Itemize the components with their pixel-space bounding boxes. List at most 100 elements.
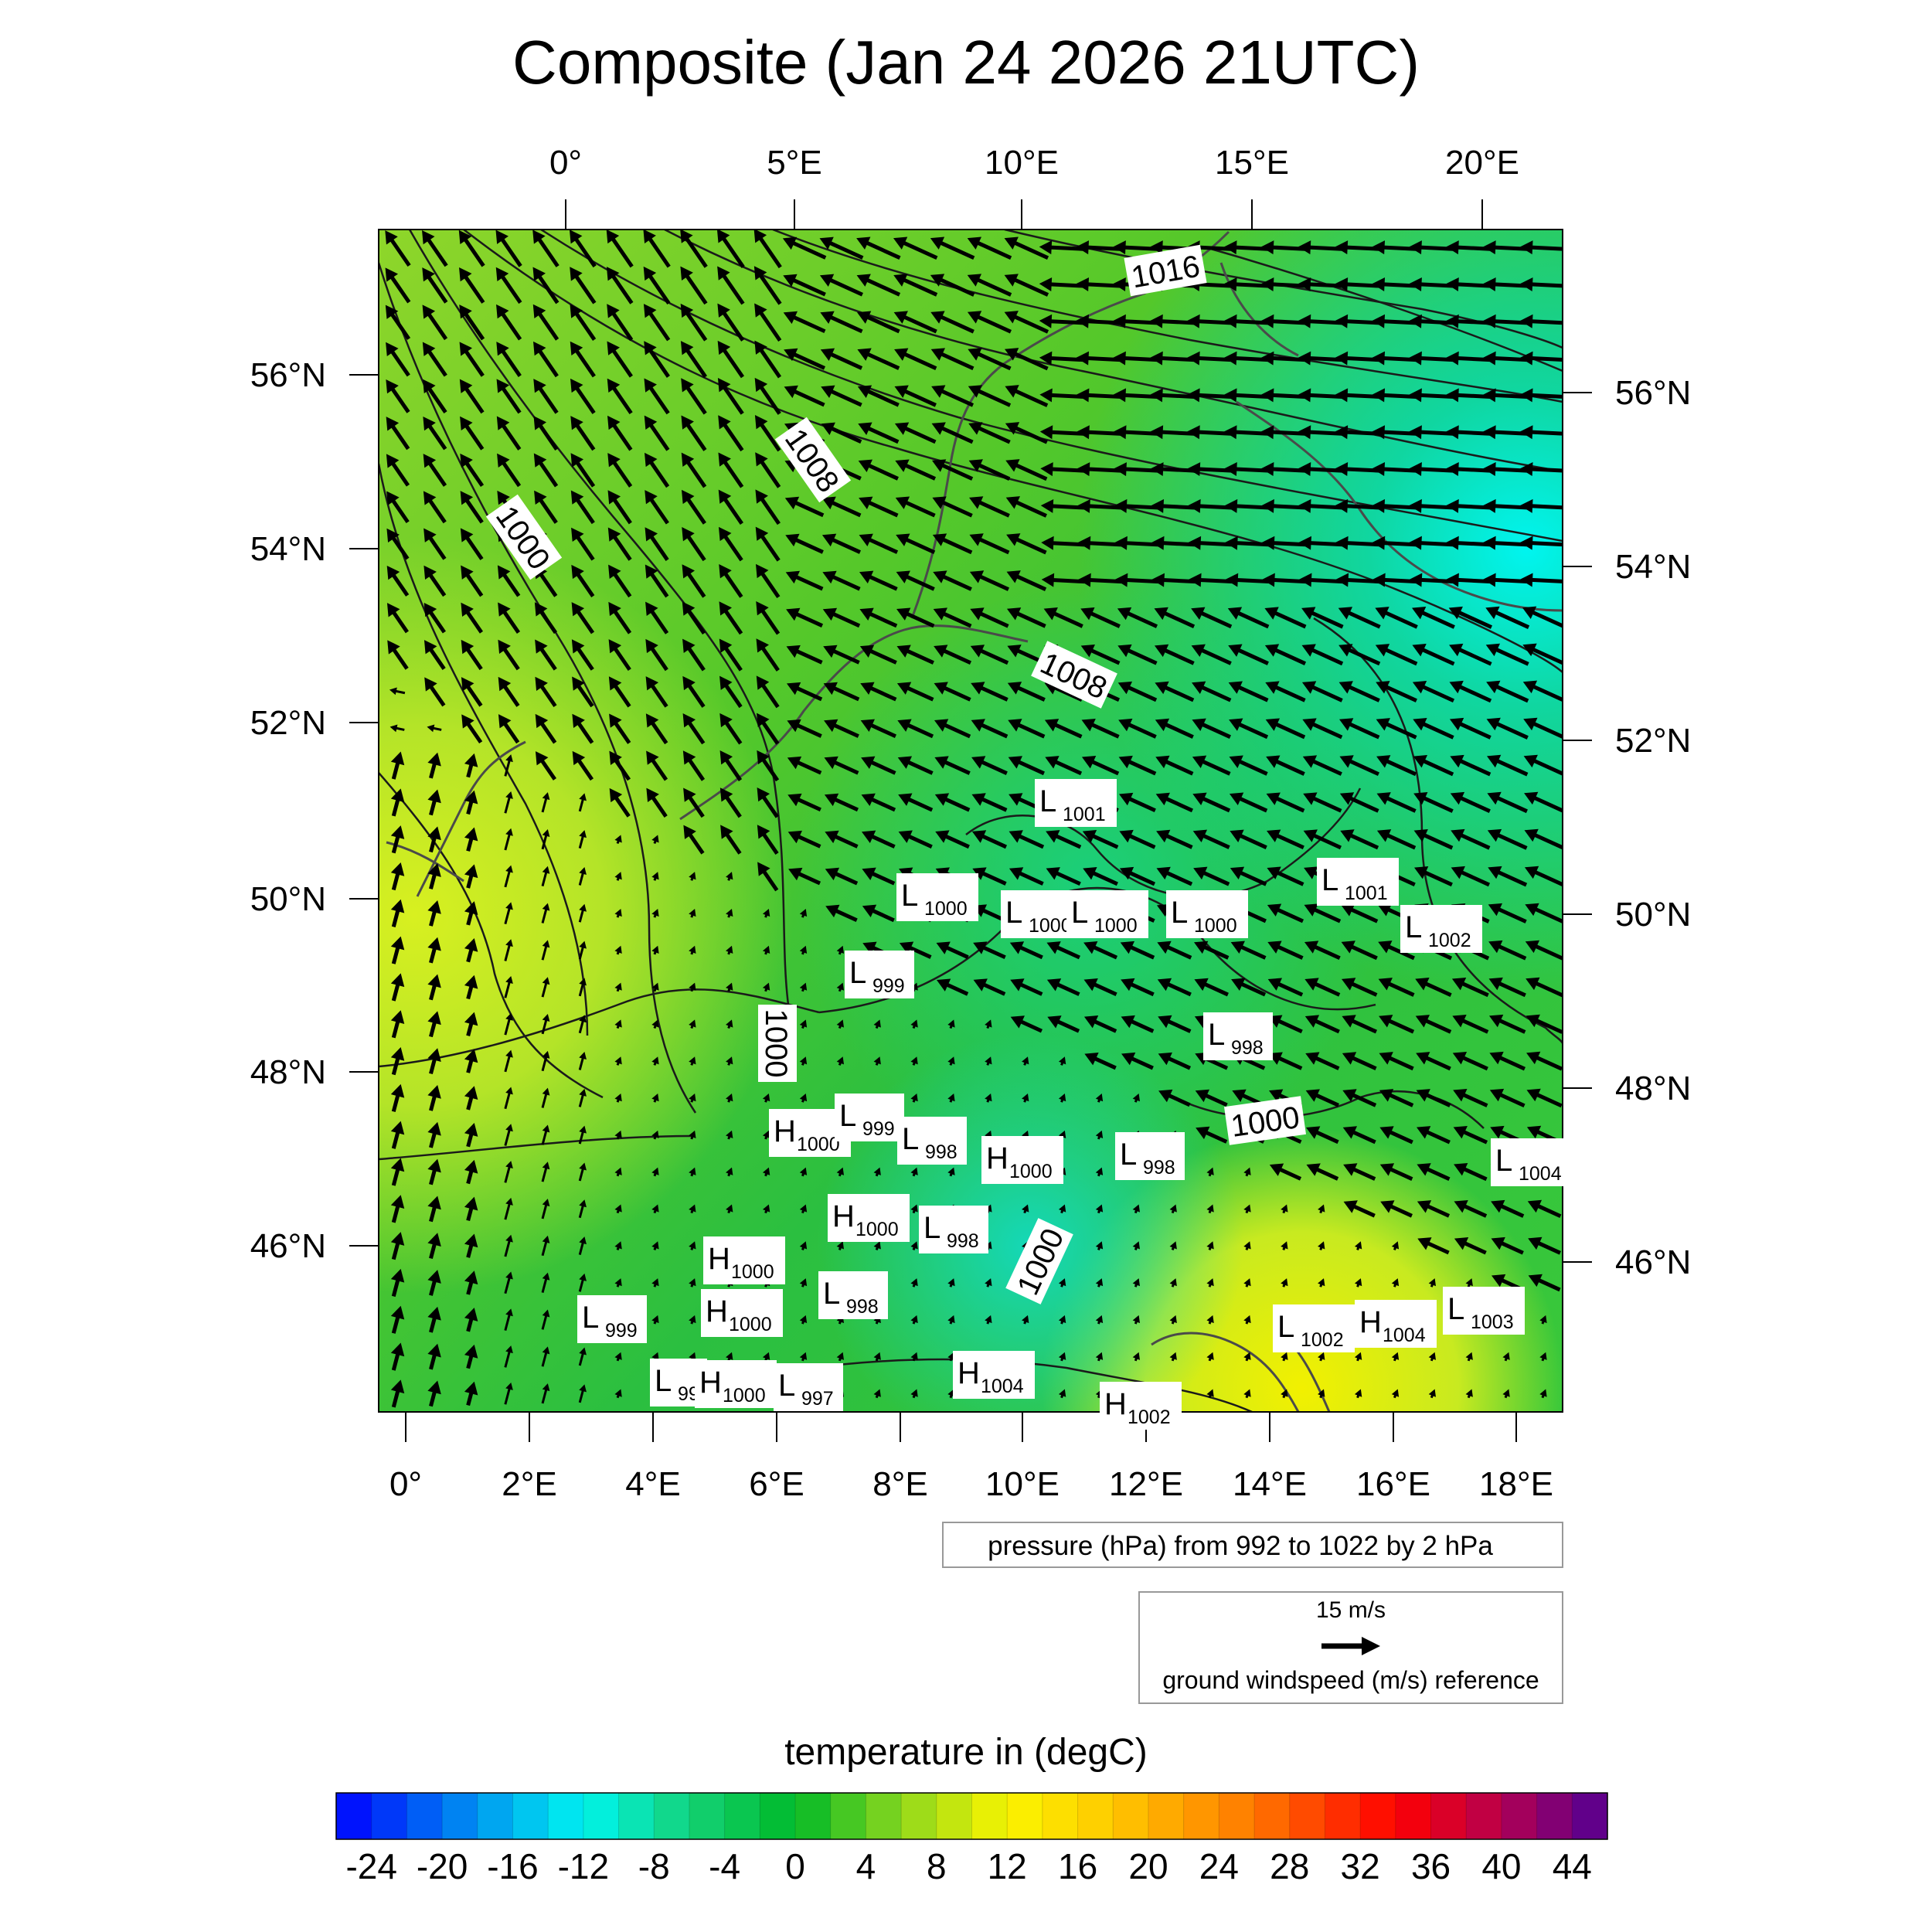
wind-arrowhead [1267,903,1282,917]
wind-arrowhead [1304,866,1318,879]
wind-arrowhead [861,756,876,770]
wind-arrowhead [683,787,696,802]
wind-arrowhead [821,385,835,399]
wind-arrow [974,350,1012,371]
wind-arrowhead [570,416,583,430]
wind-arrowhead [1281,1352,1288,1360]
wind-arrowhead [1224,462,1237,477]
wind-arrowhead [424,677,437,692]
pressure-center: L 1001 [1317,858,1399,906]
pressure-center-value: 1000 [797,1134,840,1155]
wind-arrowhead [1298,351,1311,366]
wind-arrowhead [682,564,696,579]
wind-arrowhead [387,640,400,655]
wind-arrow [1420,832,1454,850]
wind-arrowhead [1265,681,1280,694]
wind-arrow [1271,757,1305,776]
wind-arrowhead [1391,1241,1400,1250]
wind-arrow [789,351,826,370]
wind-arrowhead [1224,314,1237,328]
wind-arrowhead [1446,573,1459,587]
wind-arrowhead [651,1094,659,1102]
colorbar-box [1571,1792,1608,1840]
wind-arrowhead [1490,1125,1505,1139]
pressure-center-value: 998 [925,1141,957,1163]
wind-arrow [1197,683,1232,702]
wind-arrowhead [1083,941,1098,954]
wind-arrowhead [1524,866,1539,879]
wind-arrowhead [726,1056,733,1065]
wind-arrow [977,721,1009,739]
wind-arrow [536,309,560,341]
wind-arrow [1123,610,1158,628]
wind-arrowhead [385,304,399,319]
wind-arrowhead [651,1056,659,1065]
pressure-center-value: 1000 [731,1261,774,1283]
wind-arrowhead [782,236,798,250]
wind-arrow [504,1349,512,1368]
wind-arrow [1458,1091,1488,1107]
wind-arrow [1345,683,1380,702]
wind-arrow [536,346,559,378]
wind-arrowhead [947,1315,955,1324]
wind-arrowhead [542,1235,550,1243]
wind-arrow [864,461,899,481]
wind-arrow [1274,980,1304,997]
wind-arrowhead [969,496,984,509]
wind-arrow [1418,646,1455,666]
wind-arrow [1383,794,1417,813]
wind-arrow [936,239,975,260]
pressure-center: L 997 [774,1363,843,1411]
wind-arrowhead [1132,1241,1141,1250]
wind-arrowhead [423,602,437,617]
wind-arrowhead [985,1315,992,1324]
pressure-center: H 1002 [1100,1382,1182,1430]
pressure-center-kind: H [1104,1387,1127,1421]
wind-arrow [1159,577,1197,584]
wind-arrowhead [1132,1315,1141,1324]
wind-arrowhead [935,830,950,843]
wind-arrowhead [910,1352,918,1360]
wind-arrow [1492,646,1529,666]
wind-arrowhead [427,1306,441,1321]
wind-arrowhead [1022,1204,1029,1213]
wind-arrowhead [1449,717,1464,731]
wind-arrowhead [386,491,400,505]
wind-arrowhead [1169,1204,1177,1213]
wind-arrowhead [1483,314,1496,328]
left-lat-label: 56°N [250,356,326,394]
wind-arrow [1527,282,1563,288]
colorbar-box [1324,1792,1362,1840]
wind-arrowhead [427,826,441,841]
wind-arrowhead [726,982,733,991]
wind-arrow [719,308,745,342]
wind-arrowhead [1298,536,1311,550]
wind-arrowhead [1428,1352,1437,1360]
wind-arrowhead [427,1158,441,1173]
wind-arrowhead [1454,1236,1469,1250]
wind-arrow [504,1238,512,1257]
wind-arrowhead [535,713,549,729]
isobar-label: 1000 [758,1005,797,1082]
wind-arrowhead [651,1167,659,1175]
wind-arrowhead [1380,1200,1395,1213]
wind-arrowhead [762,982,770,991]
wind-arrowhead [1372,240,1386,255]
right-lat-label: 50°N [1615,896,1691,934]
wind-arrowhead [459,304,472,319]
wind-arrow [463,532,484,560]
wind-arrowhead [1229,718,1243,731]
wind-arrowhead [910,1278,918,1287]
wind-arrow [759,680,780,709]
wind-arrowhead [1489,1051,1504,1065]
wind-arrowhead [947,1278,955,1287]
wind-arrow [610,495,632,525]
wind-arrowhead [1022,1094,1029,1102]
wind-arrow [792,685,823,702]
wind-arrow [461,235,485,267]
wind-arrowhead [607,304,620,318]
colorbar-box [547,1792,584,1840]
wind-arrowhead [825,904,840,918]
wind-arrow [609,271,634,304]
